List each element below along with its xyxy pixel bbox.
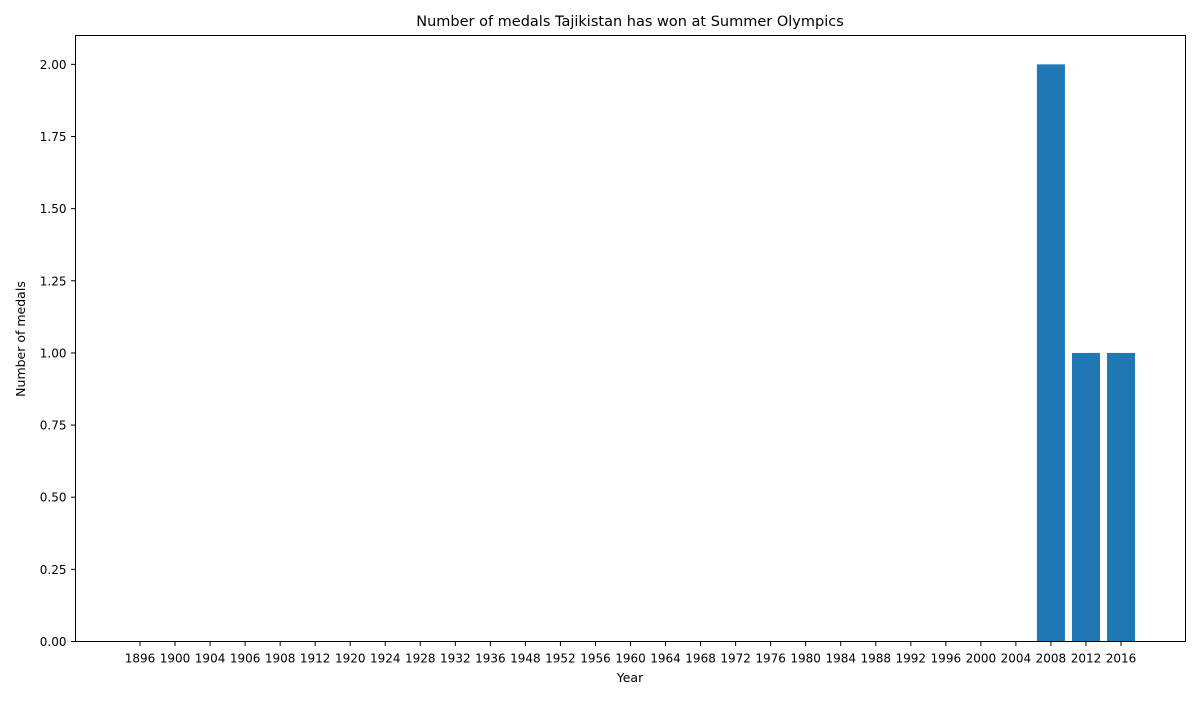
bar-2012 <box>1071 352 1100 642</box>
x-tick-label-1996: 1996 <box>931 652 962 666</box>
x-axis-label: Year <box>616 670 644 685</box>
x-tick-label-1960: 1960 <box>615 652 646 666</box>
x-tick-label-1928: 1928 <box>405 652 436 666</box>
plot-frame <box>75 35 1186 642</box>
x-tick-label-1936: 1936 <box>475 652 506 666</box>
x-tick-label-1920: 1920 <box>335 652 366 666</box>
x-tick-label-1900: 1900 <box>160 652 191 666</box>
x-tick-label-2004: 2004 <box>1001 652 1032 666</box>
x-tick-label-2016: 2016 <box>1106 652 1137 666</box>
x-tick-label-1952: 1952 <box>545 652 576 666</box>
x-tick-label-2008: 2008 <box>1036 652 1067 666</box>
y-tick-label-0.75: 0.75 <box>40 419 67 433</box>
x-tick-label-2000: 2000 <box>966 652 997 666</box>
y-tick-label-0.00: 0.00 <box>40 635 67 649</box>
bar-2008 <box>1036 64 1065 642</box>
x-tick-label-1976: 1976 <box>755 652 786 666</box>
x-tick-label-1964: 1964 <box>650 652 681 666</box>
x-tick-label-1924: 1924 <box>370 652 401 666</box>
x-tick-label-1908: 1908 <box>265 652 296 666</box>
x-tick-label-1896: 1896 <box>125 652 156 666</box>
x-tick-label-1906: 1906 <box>230 652 261 666</box>
x-tick-label-1968: 1968 <box>685 652 716 666</box>
x-tick-label-1948: 1948 <box>510 652 541 666</box>
y-tick-label-1.00: 1.00 <box>40 346 67 360</box>
bars-group <box>1036 64 1136 642</box>
x-tick-label-1972: 1972 <box>720 652 751 666</box>
y-axis-label: Number of medals <box>13 281 28 397</box>
y-tick-label-1.75: 1.75 <box>40 130 67 144</box>
y-tick-label-0.50: 0.50 <box>40 491 67 505</box>
y-tick-label-1.25: 1.25 <box>40 274 67 288</box>
x-tick-label-1980: 1980 <box>790 652 821 666</box>
y-tick-label-2.00: 2.00 <box>40 58 67 72</box>
x-axis: 1896 1900 1904 1906 1908 1912 1920 1924 1928 1932… <box>125 641 1137 666</box>
x-tick-label-1912: 1912 <box>300 652 331 666</box>
x-tick-label-1984: 1984 <box>825 652 856 666</box>
x-tick-label-1992: 1992 <box>896 652 927 666</box>
x-tick-label-1932: 1932 <box>440 652 471 666</box>
bar-2016 <box>1106 352 1136 642</box>
x-tick-label-1904: 1904 <box>195 652 226 666</box>
x-tick-label-2012: 2012 <box>1071 652 1102 666</box>
x-tick-label-1956: 1956 <box>580 652 611 666</box>
chart-title: Number of medals Tajikistan has won at S… <box>416 14 844 30</box>
y-tick-label-1.50: 1.50 <box>40 202 67 216</box>
x-tick-label-1988: 1988 <box>860 652 891 666</box>
y-axis: 0.00 0.25 0.50 0.75 1.00 1.25 1.50 1.75 2.00 <box>40 58 76 649</box>
y-tick-label-0.25: 0.25 <box>40 563 67 577</box>
